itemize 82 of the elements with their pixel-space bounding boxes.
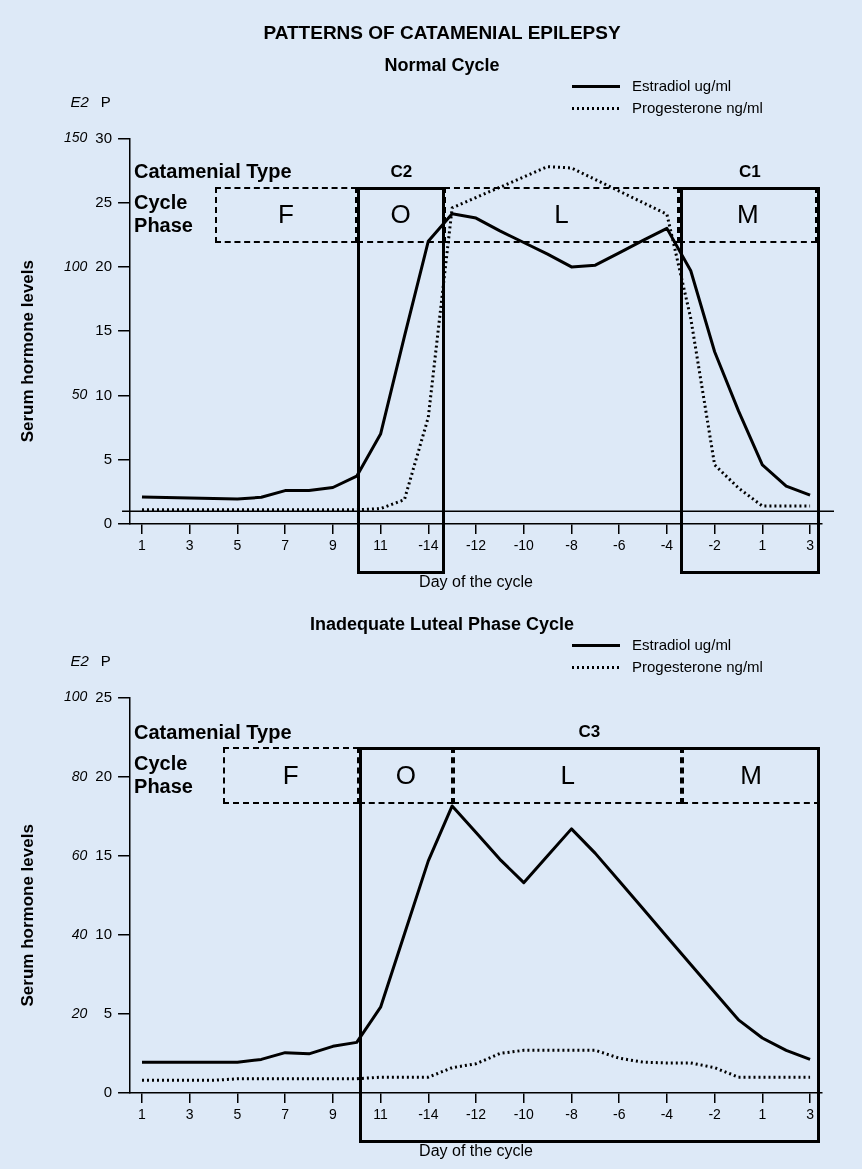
- text: E2: [70, 652, 90, 670]
- x-tick-label: -12: [465, 537, 487, 554]
- y2-tick-label: 5: [103, 1004, 113, 1022]
- x-tick-label: -14: [418, 1106, 439, 1123]
- y2-tick-label: 10: [95, 924, 113, 942]
- chart-subtitle: Normal Cycle: [384, 54, 500, 75]
- text: E2: [70, 93, 90, 111]
- x-tick-label: 9: [328, 1106, 337, 1123]
- y-axis-title: Serum hormone levels: [17, 824, 37, 1007]
- annotation: F: [277, 198, 294, 229]
- y2-tick-label: 20: [95, 766, 113, 784]
- y2-axis-title: P: [100, 652, 111, 670]
- x-tick-label: -4: [660, 537, 674, 554]
- x-tick-label: 1: [138, 1106, 147, 1123]
- x-tick-label: -14: [418, 537, 439, 554]
- legend-label: Estradiol ug/ml: [632, 76, 732, 94]
- x-tick-label: 3: [185, 1106, 194, 1123]
- y-tick-label: 60: [71, 846, 88, 863]
- annotation: Cycle Phase: [134, 751, 193, 797]
- chart-title: PATTERNS OF CATAMENIAL EPILEPSY: [263, 21, 621, 43]
- x-tick-label: -6: [612, 537, 626, 554]
- legend-label: Estradiol ug/ml: [632, 635, 732, 653]
- x-tick-label: -10: [513, 1106, 535, 1123]
- x-tick-label: 3: [185, 537, 194, 554]
- x-tick-label: -8: [565, 1106, 578, 1123]
- y2-tick-label: 15: [95, 321, 113, 339]
- line-series: [140, 1048, 812, 1082]
- annotation: M: [740, 759, 762, 790]
- y2-tick-label: 20: [95, 257, 113, 275]
- y2-tick-label: 25: [95, 192, 113, 210]
- y2-tick-label: 5: [103, 449, 113, 467]
- x-tick-label: 7: [281, 537, 290, 554]
- y2-axis-title: P: [100, 93, 111, 111]
- x-tick-label: 1: [138, 537, 147, 554]
- x-axis-title: Day of the cycle: [419, 1141, 534, 1159]
- y2-tick-label: 0: [103, 514, 113, 532]
- annotation: C3: [578, 722, 601, 742]
- x-tick-label: -8: [565, 537, 578, 554]
- x-tick-label: -2: [708, 537, 722, 554]
- x-tick-label: -6: [612, 1106, 626, 1123]
- annotation: Catamenial Type: [134, 160, 292, 183]
- y-tick-label: 80: [71, 767, 88, 784]
- y2-tick-label: 30: [95, 128, 113, 146]
- chart-title: Inadequate Luteal Phase Cycle: [309, 613, 575, 634]
- legend-label: Progesterone ng/ml: [632, 98, 763, 116]
- x-tick-label: 11: [373, 537, 389, 554]
- x-tick-label: -2: [708, 1106, 722, 1123]
- y-tick-label: 100: [64, 688, 88, 705]
- x-tick-label: 1: [758, 537, 767, 554]
- x-tick-label: 3: [806, 537, 815, 554]
- legend-label: Progesterone ng/ml: [632, 657, 763, 675]
- annotation: Cycle Phase: [134, 190, 193, 236]
- x-axis-title: Day of the cycle: [419, 572, 534, 590]
- x-tick-label: 7: [281, 1106, 290, 1123]
- annotation: Catamenial Type: [134, 720, 292, 743]
- x-tick-label: -4: [660, 1106, 674, 1123]
- x-tick-label: 11: [373, 1106, 389, 1123]
- annotation: F: [282, 759, 299, 790]
- y-axis-title: Serum hormone levels: [17, 260, 37, 443]
- x-tick-label: -12: [465, 1106, 487, 1123]
- y2-tick-label: 25: [95, 687, 113, 705]
- y-tick-label: 150: [64, 129, 88, 146]
- annotation: C1: [739, 161, 761, 181]
- x-tick-label: -10: [513, 537, 535, 554]
- annotation: O: [390, 198, 411, 229]
- x-tick-label: 9: [328, 537, 337, 554]
- y2-tick-label: 0: [103, 1083, 113, 1101]
- annotation: C2: [390, 161, 413, 181]
- x-tick-label: 5: [233, 537, 242, 554]
- y-tick-label: 100: [64, 257, 88, 274]
- x-tick-label: 5: [233, 1106, 242, 1123]
- y-tick-label: 40: [71, 925, 88, 942]
- annotation: L: [560, 759, 575, 790]
- y-tick-label: 20: [70, 1004, 88, 1021]
- y-tick-label: 50: [71, 386, 88, 403]
- y2-tick-label: 15: [95, 845, 113, 863]
- x-tick-label: 1: [758, 1106, 767, 1123]
- annotation: M: [736, 198, 759, 229]
- annotation: O: [395, 759, 416, 790]
- annotation: L: [554, 198, 569, 229]
- y2-tick-label: 10: [95, 385, 113, 403]
- x-tick-label: 3: [806, 1106, 815, 1123]
